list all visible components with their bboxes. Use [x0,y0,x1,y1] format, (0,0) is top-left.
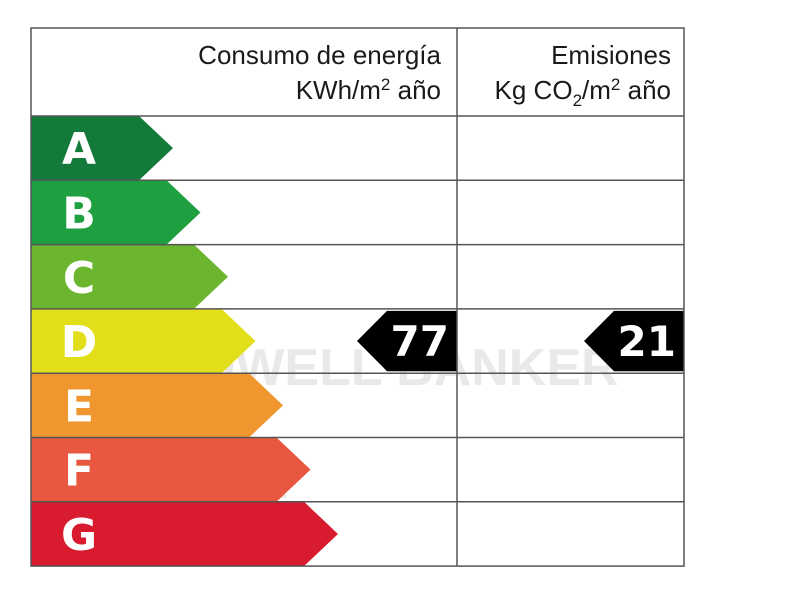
class-letter: B [62,188,96,239]
class-arrow-b: B [31,180,201,245]
consumption-unit: KWh/m2 año [296,75,441,105]
emissions-unit: Kg CO2/m2 año [495,75,671,110]
label-grid [30,27,685,567]
class-letter: G [61,510,97,561]
emissions-title: Emisiones [551,40,671,70]
emissions-marker-shape [584,310,684,372]
class-letter: E [64,381,94,432]
emissions-header: Emisiones Kg CO2/m2 año [495,40,671,110]
class-letter: D [61,317,98,368]
class-arrow-f: F [31,437,311,502]
class-arrow-g: G [31,501,338,567]
consumption-value: 77 [391,317,449,366]
grid-border [30,27,685,567]
class-arrow-shape [31,437,311,502]
class-letter: A [62,124,96,175]
consumption-rating-marker: 77 [357,310,457,372]
consumption-header: Consumo de energía KWh/m2 año [198,40,441,105]
class-arrow-e: E [31,373,283,438]
class-arrow-a: A [31,116,173,181]
class-arrow-shape [31,501,338,567]
class-letter: F [64,446,94,497]
class-letter: C [63,253,95,304]
class-arrow-shape [31,373,283,438]
consumption-marker-shape [357,310,457,372]
class-arrow-shape [31,180,201,245]
rating-markers: 77 21 [357,310,684,372]
emissions-rating-marker: 21 [584,310,684,372]
class-arrow-shape [31,116,173,181]
emissions-value: 21 [618,317,676,366]
consumption-title: Consumo de energía [198,40,441,70]
class-arrow-d: D [31,308,256,374]
class-arrow-shape [31,244,228,309]
class-arrow-c: C [31,244,228,309]
class-arrow-shape [31,308,256,374]
